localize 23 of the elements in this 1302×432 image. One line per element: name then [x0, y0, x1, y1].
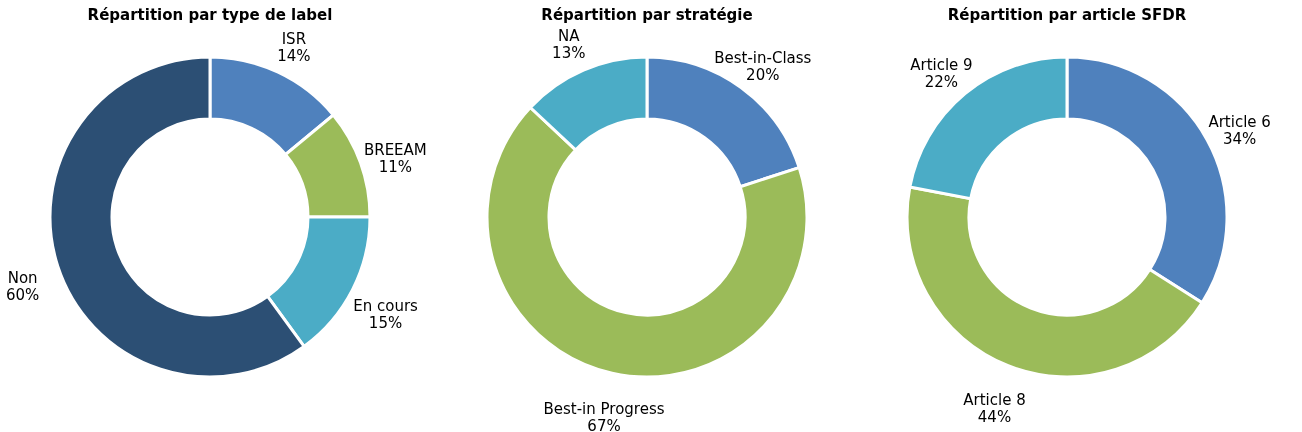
slice-label: En cours: [353, 297, 419, 316]
data-label: 14%: [277, 46, 311, 65]
slice-label: NA: [558, 27, 581, 46]
slice-label: Best-in Progress: [543, 400, 665, 419]
slice-label: Non: [7, 268, 38, 287]
slice-label: Article 8: [963, 391, 1026, 410]
chart-title: Répartition par article SFDR: [947, 6, 1187, 24]
data-label: 44%: [977, 408, 1012, 427]
slice-label: ISR: [281, 29, 307, 48]
data-label: 67%: [587, 417, 621, 432]
slice-label: BREEAM: [363, 141, 427, 160]
slice-label: Article 9: [910, 56, 973, 75]
data-label: 22%: [924, 73, 959, 92]
slice-label: Best-in-Class: [714, 48, 812, 67]
data-label: 20%: [746, 65, 780, 84]
data-label: 34%: [1222, 130, 1257, 149]
data-label: 60%: [5, 285, 40, 304]
chart-title: Répartition par type de label: [87, 6, 333, 24]
data-label: 15%: [368, 314, 403, 333]
chart-title: Répartition par stratégie: [541, 6, 753, 24]
data-label: 11%: [378, 158, 413, 177]
data-label: 13%: [552, 44, 586, 63]
slice-label: Article 6: [1208, 113, 1271, 132]
